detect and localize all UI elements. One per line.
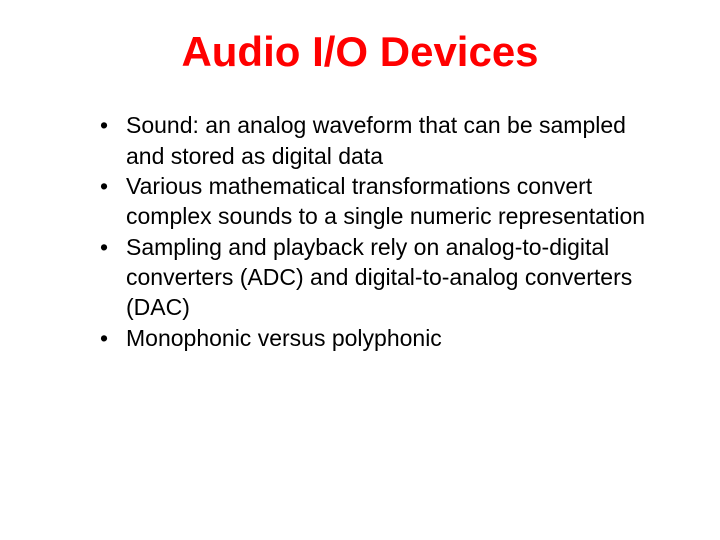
bullet-item: Monophonic versus polyphonic [100,323,660,353]
bullet-item: Sampling and playback rely on analog-to-… [100,232,660,323]
bullet-item: Various mathematical transformations con… [100,171,660,232]
bullet-list: Sound: an analog waveform that can be sa… [60,110,660,353]
slide: Audio I/O Devices Sound: an analog wavef… [0,0,720,540]
slide-title: Audio I/O Devices [60,28,660,76]
bullet-item: Sound: an analog waveform that can be sa… [100,110,660,171]
